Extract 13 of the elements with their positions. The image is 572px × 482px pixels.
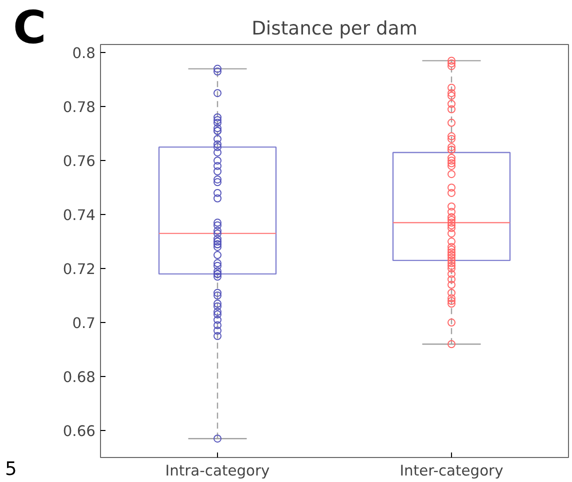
x-tick-label: Intra-category	[165, 462, 270, 480]
y-tick-label: 0.8	[72, 45, 96, 62]
y-tick-label: 0.7	[72, 315, 96, 332]
x-tick-label: Inter-category	[400, 462, 504, 480]
chart-title: Distance per dam	[252, 18, 418, 40]
y-tick-label: 0.68	[62, 369, 96, 386]
y-tick-label: 0.72	[62, 261, 96, 278]
y-tick-label: 0.74	[62, 207, 96, 224]
y-tick-label: 0.66	[62, 423, 96, 440]
y-tick-label: 0.78	[62, 99, 96, 116]
text: C	[13, 1, 46, 54]
y-tick-label: 0.76	[62, 153, 96, 170]
text: 5	[5, 459, 17, 480]
